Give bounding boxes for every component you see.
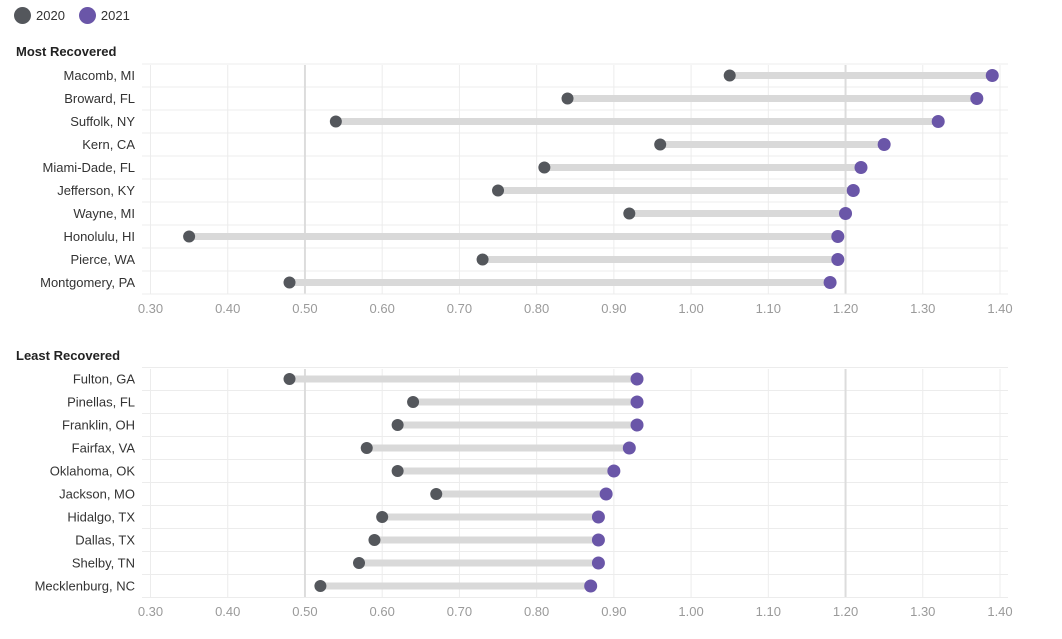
panel-title: Least Recovered	[16, 348, 120, 363]
point-2020[interactable]	[391, 465, 404, 477]
category-label: Macomb, MI	[63, 68, 135, 83]
x-tick-label: 0.70	[447, 301, 472, 316]
legend-swatch-2020	[14, 7, 31, 24]
legend-item-2020[interactable]: 2020	[14, 7, 65, 24]
category-label: Honolulu, HI	[63, 229, 135, 244]
x-tick-label: 0.40	[215, 301, 240, 316]
point-2020[interactable]	[538, 161, 551, 174]
category-label: Jackson, MO	[59, 487, 135, 502]
category-label: Miami-Dade, FL	[43, 160, 135, 175]
point-2020[interactable]	[623, 207, 636, 220]
point-2020[interactable]	[360, 442, 373, 454]
point-2021[interactable]	[846, 184, 860, 197]
x-tick-label: 1.30	[910, 301, 935, 316]
point-2020[interactable]	[283, 276, 296, 289]
x-tick-label: 0.60	[370, 604, 395, 619]
category-label: Dallas, TX	[75, 533, 135, 548]
category-label: Montgomery, PA	[40, 275, 135, 290]
point-2021[interactable]	[839, 207, 853, 220]
x-tick-label: 1.20	[833, 301, 858, 316]
x-tick-label: 1.40	[987, 301, 1012, 316]
point-2020[interactable]	[407, 396, 420, 408]
x-tick-label: 0.50	[292, 604, 317, 619]
point-2021[interactable]	[985, 69, 999, 82]
point-2020[interactable]	[561, 92, 574, 105]
x-tick-label: 0.90	[601, 604, 626, 619]
x-tick-label: 1.30	[910, 604, 935, 619]
point-2020[interactable]	[368, 534, 381, 546]
legend-label-2021: 2021	[100, 8, 130, 23]
category-label: Suffolk, NY	[70, 114, 135, 129]
point-2020[interactable]	[376, 511, 389, 523]
legend-item-2021[interactable]: 2021	[78, 7, 130, 24]
point-2021[interactable]	[584, 579, 598, 593]
point-2021[interactable]	[854, 161, 868, 174]
x-tick-label: 0.70	[447, 604, 472, 619]
category-label: Pierce, WA	[70, 252, 135, 267]
point-2021[interactable]	[599, 487, 613, 501]
x-tick-label: 1.20	[833, 604, 858, 619]
x-tick-label: 1.10	[756, 301, 781, 316]
x-tick-label: 0.80	[524, 301, 549, 316]
point-2020[interactable]	[314, 580, 327, 592]
x-tick-label: 0.30	[138, 604, 163, 619]
point-2020[interactable]	[391, 419, 404, 431]
legend-swatch-2021	[78, 7, 96, 24]
category-label: Mecklenburg, NC	[35, 579, 135, 594]
category-label: Broward, FL	[64, 91, 135, 106]
point-2021[interactable]	[630, 372, 644, 386]
point-2021[interactable]	[831, 230, 845, 243]
panel-title: Most Recovered	[16, 44, 116, 59]
point-2021[interactable]	[607, 464, 621, 478]
category-label: Wayne, MI	[73, 206, 135, 221]
point-2021[interactable]	[591, 556, 605, 570]
point-2020[interactable]	[492, 184, 505, 197]
category-label: Pinellas, FL	[67, 395, 135, 410]
point-2020[interactable]	[283, 373, 296, 385]
point-2021[interactable]	[591, 533, 605, 547]
x-tick-label: 0.80	[524, 604, 549, 619]
x-tick-label: 0.30	[138, 301, 163, 316]
category-label: Fairfax, VA	[72, 441, 136, 456]
category-label: Hidalgo, TX	[67, 510, 135, 525]
point-2021[interactable]	[823, 276, 837, 289]
point-2021[interactable]	[831, 253, 845, 266]
point-2020[interactable]	[329, 115, 342, 128]
point-2021[interactable]	[630, 418, 644, 432]
point-2020[interactable]	[183, 230, 196, 243]
point-2020[interactable]	[654, 138, 667, 151]
x-tick-label: 1.40	[987, 604, 1012, 619]
x-tick-label: 0.60	[370, 301, 395, 316]
x-tick-label: 0.90	[601, 301, 626, 316]
x-tick-label: 0.40	[215, 604, 240, 619]
x-tick-label: 0.50	[292, 301, 317, 316]
legend-label-2020: 2020	[36, 8, 65, 23]
point-2020[interactable]	[430, 488, 443, 500]
point-2020[interactable]	[476, 253, 489, 266]
category-label: Fulton, GA	[73, 372, 135, 387]
legend: 2020 2021	[14, 7, 130, 24]
category-label: Oklahoma, OK	[50, 464, 136, 479]
point-2021[interactable]	[877, 138, 891, 151]
point-2021[interactable]	[622, 441, 636, 455]
category-label: Kern, CA	[82, 137, 135, 152]
x-tick-label: 1.10	[756, 604, 781, 619]
point-2021[interactable]	[970, 92, 984, 105]
point-2021[interactable]	[931, 115, 945, 128]
point-2021[interactable]	[591, 510, 605, 524]
category-label: Shelby, TN	[72, 556, 135, 571]
x-tick-label: 1.00	[678, 301, 703, 316]
point-2020[interactable]	[723, 69, 736, 82]
category-label: Franklin, OH	[62, 418, 135, 433]
category-label: Jefferson, KY	[57, 183, 135, 198]
x-tick-label: 1.00	[678, 604, 703, 619]
point-2021[interactable]	[630, 395, 644, 409]
point-2020[interactable]	[353, 557, 366, 569]
